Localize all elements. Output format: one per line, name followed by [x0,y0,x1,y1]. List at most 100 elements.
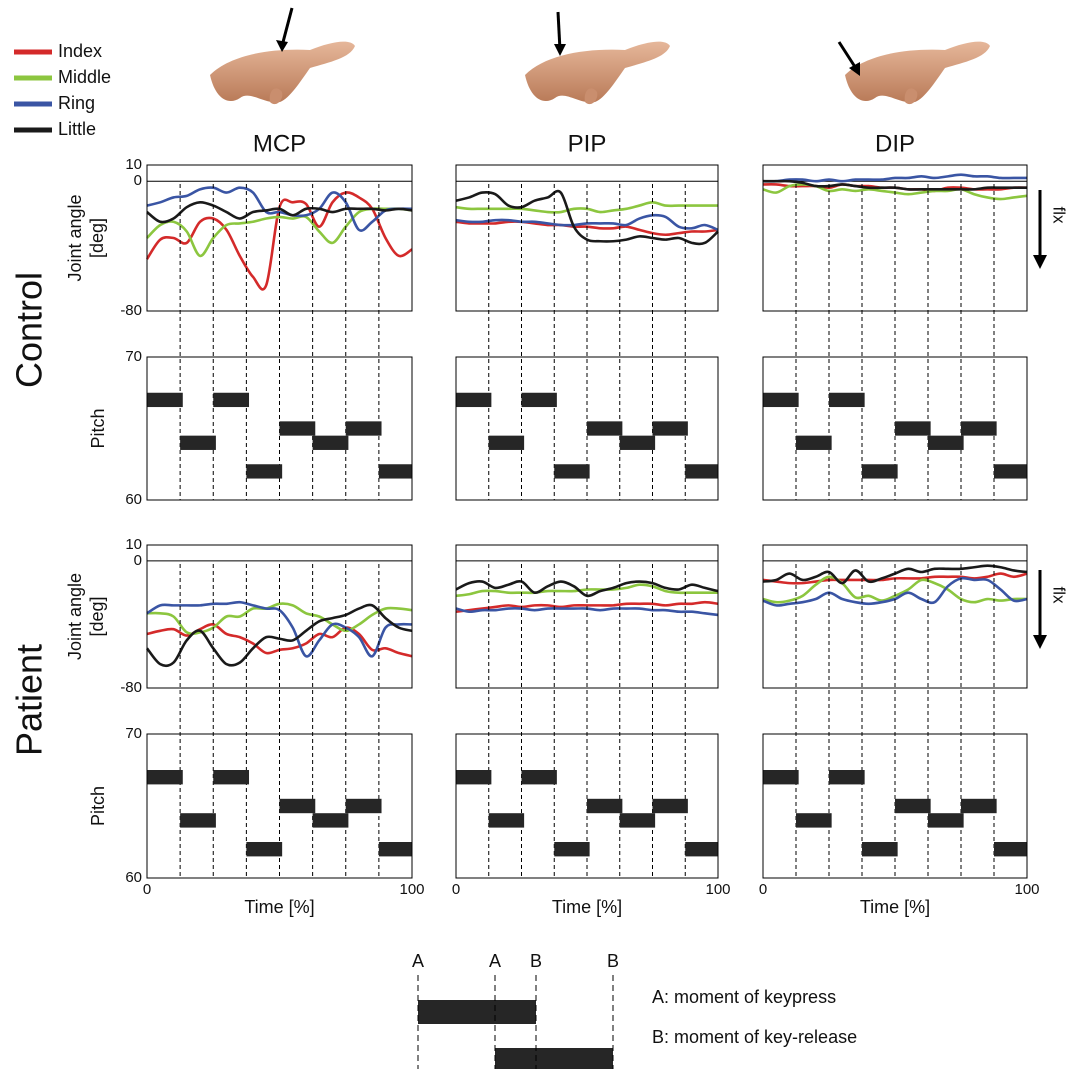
joint-angle-line [762,173,1027,183]
y-tick-label: 0 [134,552,142,569]
note [685,842,718,857]
note [763,770,799,785]
legend-label: Middle [58,67,111,87]
marker: A [489,951,501,971]
plot-frame [455,544,719,689]
joint-angle-line [455,189,719,246]
joint-angle-line [455,213,719,232]
joint-angle-line [146,600,413,658]
note [587,798,623,814]
x-axis-label: Time [%] [860,897,930,917]
y-tick-label: 70 [125,725,142,742]
legend-label: Index [58,41,102,61]
joint-angle-line [455,583,718,598]
x-tick-label: 0 [143,881,151,898]
plot-frame [762,544,1028,689]
explanation: A A B B A: moment of keypress B: moment … [412,951,857,1069]
note [961,421,997,436]
y-axis-label: [deg] [87,596,107,636]
x-axis-label: Time [%] [244,897,314,917]
note [796,435,832,450]
note [763,392,799,408]
note [345,421,382,436]
y-axis-label: [deg] [87,218,107,258]
note [685,464,718,479]
note [796,813,832,828]
legend-label: Ring [58,93,95,113]
note [587,421,623,436]
y-tick-label: 70 [125,348,142,365]
row-label: Patient [9,644,50,756]
note: B: moment of key-release [652,1027,857,1047]
plot-frame [146,544,413,689]
note [928,435,964,450]
note [312,813,349,828]
hand-dip [837,41,990,105]
note [521,392,557,408]
note [652,421,688,436]
x-tick-label: 100 [1014,881,1039,898]
hand-pip [525,11,670,105]
y-tick-label: 10 [125,156,142,173]
note [862,842,898,857]
note [895,798,931,814]
note [554,464,590,479]
note [345,798,382,814]
y-tick-label: -80 [120,679,142,696]
note [862,464,898,479]
column-title: DIP [875,130,915,157]
x-tick-label: 100 [399,881,424,898]
hand-mcp [210,7,355,105]
note [147,770,183,785]
example-note [418,1000,536,1024]
note [213,392,250,408]
note [554,842,590,857]
note [180,813,216,828]
note [279,798,316,814]
plot-frame [146,356,413,501]
note [619,813,656,828]
y-axis-label: Joint angle [65,573,85,660]
marker: A [412,951,424,971]
marker: B [530,951,542,971]
note: A: moment of keypress [652,987,836,1007]
note [312,435,349,450]
x-tick-label: 0 [759,881,767,898]
plot-frame [455,356,719,501]
note [619,435,656,450]
legend-label: Little [58,119,96,139]
y-tick-label: 60 [125,869,142,886]
x-tick-label: 0 [452,881,460,898]
y-axis-label: Pitch [88,786,108,826]
annotation: flx [1050,207,1069,225]
joint-angle-line [146,602,413,636]
note [456,770,492,785]
note [456,392,492,408]
plot-frame [455,733,719,879]
flexion-arrowhead [1033,255,1047,269]
note [895,421,931,436]
note [994,464,1027,479]
note [829,392,865,408]
x-axis-label: Time [%] [552,897,622,917]
column-title: PIP [568,130,607,157]
y-tick-label: -80 [120,302,142,319]
note [279,421,316,436]
note [521,770,557,785]
y-axis-label: Joint angle [65,194,85,281]
note [213,770,250,785]
note [488,435,525,450]
note [246,842,283,857]
y-tick-label: 60 [125,491,142,508]
note [246,464,283,479]
note [147,392,183,408]
note [378,464,412,479]
note [994,842,1027,857]
plot-frame [762,356,1028,501]
marker: B [607,951,619,971]
note [961,798,997,814]
note [829,770,865,785]
plot-frame [146,733,413,879]
row-label: Control [9,272,50,388]
